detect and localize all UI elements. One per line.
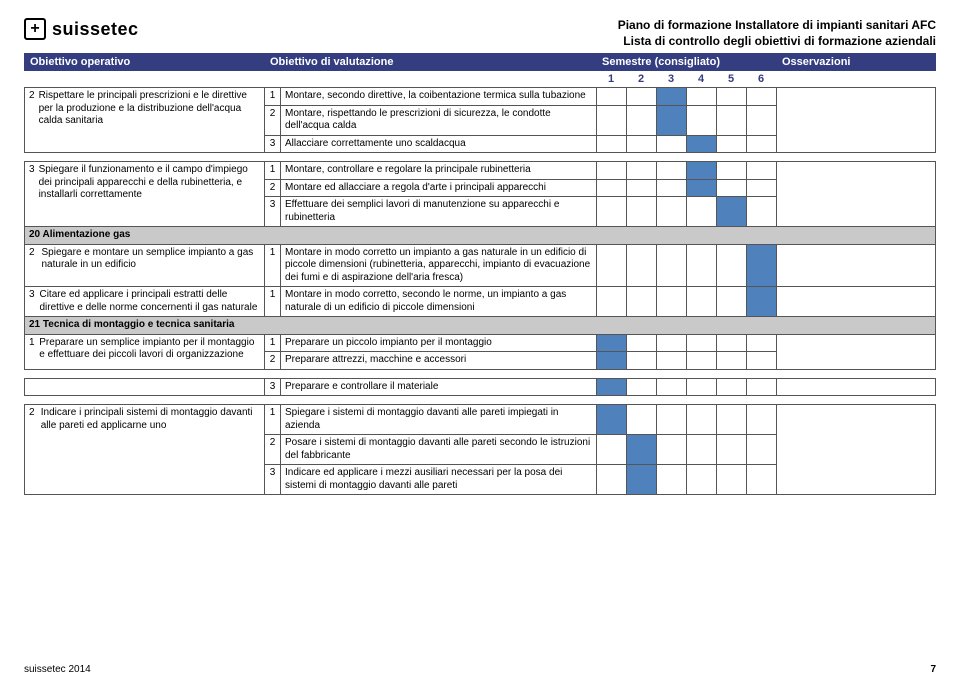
col-op: Obiettivo operativo (24, 53, 264, 71)
val-num: 3 (265, 378, 281, 396)
obs-cell (777, 405, 936, 495)
sem-cell (597, 352, 627, 370)
col-sem: Semestre (consigliato) (596, 53, 776, 71)
val-num: 1 (265, 334, 281, 352)
val-text: Preparare attrezzi, macchine e accessori (281, 352, 597, 370)
sem-4: 4 (686, 71, 716, 87)
val-num: 2 (265, 105, 281, 135)
logo-mark: + (24, 18, 46, 40)
val-text: Preparare un piccolo impianto per il mon… (281, 334, 597, 352)
table-row: 3Preparare e controllare il materiale (25, 378, 936, 396)
val-num: 2 (265, 352, 281, 370)
sem-1: 1 (596, 71, 626, 87)
table-row: 3Spiegare il funzionamento e il campo d'… (25, 162, 936, 180)
op-text: Rispettare le principali prescrizioni e … (39, 90, 260, 128)
sem-2: 2 (626, 71, 656, 87)
op-num: 2 (29, 407, 37, 432)
obs-cell (777, 244, 936, 287)
val-text: Posare i sistemi di montaggio davanti al… (281, 435, 597, 465)
val-text: Spiegare i sistemi di montaggio davanti … (281, 405, 597, 435)
objectives-table: 2Indicare i principali sistemi di montag… (24, 404, 936, 495)
val-text: Effettuare dei semplici lavori di manute… (281, 197, 597, 227)
section-row: 20 Alimentazione gas (25, 227, 936, 245)
sem-3: 3 (656, 71, 686, 87)
footer-page: 7 (930, 664, 936, 675)
sem-cell (597, 405, 627, 435)
sem-cell (717, 197, 747, 227)
header-title: Piano di formazione Installatore di impi… (618, 18, 936, 49)
op-text: Spiegare il funzionamento e il campo d'i… (39, 164, 260, 202)
val-num: 1 (265, 162, 281, 180)
semester-numbers: 1 2 3 4 5 6 (24, 71, 936, 87)
sem-cell (747, 287, 777, 317)
sem-cell (687, 162, 717, 180)
table-row: 1Preparare un semplice impianto per il m… (25, 334, 936, 352)
sem-cell (657, 88, 687, 106)
op-text: Preparare un semplice impianto per il mo… (39, 337, 260, 362)
op-text: Indicare i principali sistemi di montagg… (41, 407, 260, 432)
val-num: 3 (265, 135, 281, 153)
section-title: 21 Tecnica di montaggio e tecnica sanita… (25, 317, 936, 335)
val-num: 3 (265, 197, 281, 227)
title-line-1: Piano di formazione Installatore di impi… (618, 18, 936, 34)
val-text: Montare, controllare e regolare la princ… (281, 162, 597, 180)
val-text: Montare in modo corretto, secondo le nor… (281, 287, 597, 317)
table-row: 2Spiegare e montare un semplice impianto… (25, 244, 936, 287)
sem-cell (657, 105, 687, 135)
table-row: 2Rispettare le principali prescrizioni e… (25, 88, 936, 106)
objectives-table: 2Rispettare le principali prescrizioni e… (24, 87, 936, 153)
title-line-2: Lista di controllo degli obiettivi di fo… (618, 34, 936, 50)
sem-cell (597, 334, 627, 352)
op-num: 2 (29, 247, 37, 272)
logo-text: suissetec (52, 19, 139, 40)
objectives-table: 3Preparare e controllare il materiale (24, 378, 936, 397)
obs-cell (777, 287, 936, 317)
table-row: 2Indicare i principali sistemi di montag… (25, 405, 936, 435)
op-num: 3 (29, 289, 35, 314)
sem-5: 5 (716, 71, 746, 87)
section-title: 20 Alimentazione gas (25, 227, 936, 245)
sem-6: 6 (746, 71, 776, 87)
page-header: + suissetec Piano di formazione Installa… (24, 18, 936, 49)
val-text: Montare, secondo direttive, la coibentaz… (281, 88, 597, 106)
obs-cell (777, 378, 936, 396)
obs-cell (777, 88, 936, 153)
val-text: Montare, rispettando le prescrizioni di … (281, 105, 597, 135)
sem-cell (687, 135, 717, 153)
val-num: 1 (265, 88, 281, 106)
col-oss: Osservazioni (776, 53, 936, 71)
sem-cell (597, 378, 627, 396)
table-row: 3Citare ed applicare i principali estrat… (25, 287, 936, 317)
val-text: Preparare e controllare il materiale (281, 378, 597, 396)
val-num: 1 (265, 405, 281, 435)
section-row: 21 Tecnica di montaggio e tecnica sanita… (25, 317, 936, 335)
sem-cell (627, 435, 657, 465)
logo: + suissetec (24, 18, 139, 40)
val-text: Allacciare correttamente uno scaldacqua (281, 135, 597, 153)
val-text: Montare ed allacciare a regola d'arte i … (281, 179, 597, 197)
val-num: 2 (265, 179, 281, 197)
objectives-table: 3Spiegare il funzionamento e il campo d'… (24, 161, 936, 370)
val-text: Montare in modo corretto un impianto a g… (281, 244, 597, 287)
op-num: 2 (29, 90, 35, 128)
op-text: Citare ed applicare i principali estratt… (39, 289, 260, 314)
column-headers: Obiettivo operativo Obiettivo di valutaz… (24, 53, 936, 71)
val-num: 1 (265, 244, 281, 287)
sem-cell (747, 244, 777, 287)
sem-cell (687, 179, 717, 197)
obs-cell (777, 334, 936, 369)
footer-left: suissetec 2014 (24, 664, 91, 675)
page-footer: suissetec 2014 7 (24, 664, 936, 675)
val-num: 2 (265, 435, 281, 465)
op-num: 3 (29, 164, 35, 202)
obs-cell (777, 162, 936, 227)
val-text: Indicare ed applicare i mezzi ausiliari … (281, 465, 597, 495)
col-val: Obiettivo di valutazione (264, 53, 596, 71)
val-num: 3 (265, 465, 281, 495)
val-num: 1 (265, 287, 281, 317)
op-text: Spiegare e montare un semplice impianto … (41, 247, 260, 272)
op-num: 1 (29, 337, 35, 362)
sem-cell (627, 465, 657, 495)
